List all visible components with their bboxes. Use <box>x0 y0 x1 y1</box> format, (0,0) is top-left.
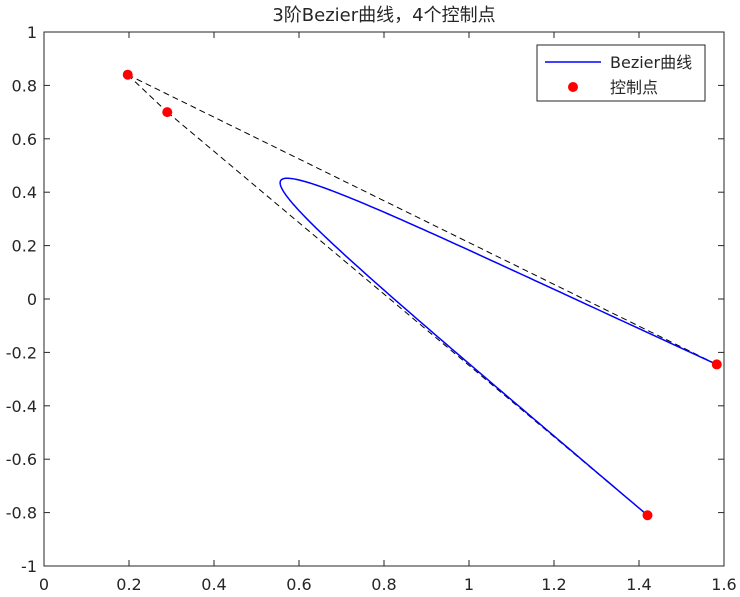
plot-area <box>122 69 722 521</box>
axes-box <box>43 31 725 567</box>
control-point-marker-2 <box>642 510 653 521</box>
x-tick-label-1: 0.2 <box>116 575 141 594</box>
control-point-marker-0 <box>122 69 133 80</box>
x-tick-label-2: 0.4 <box>201 575 226 594</box>
y-tick-label-2: 0.6 <box>12 130 37 149</box>
y-tick-label-9: -0.8 <box>6 504 37 523</box>
control-point-marker-1 <box>162 107 173 118</box>
y-tick-label-6: -0.2 <box>6 343 37 362</box>
y-tick-label-5: 0 <box>27 290 37 309</box>
legend-label-control-points: 控制点 <box>610 78 658 97</box>
x-tick-label-6: 1.2 <box>541 575 566 594</box>
control-polygon-line-0 <box>127 74 717 365</box>
y-tick-label-0: 1 <box>27 23 37 42</box>
y-tick-label-8: -0.6 <box>6 450 37 469</box>
legend-label-bezier: Bezier曲线 <box>610 53 692 72</box>
x-tick-label-4: 0.8 <box>371 575 396 594</box>
y-tick-label-4: 0.2 <box>12 237 37 256</box>
x-tick-label-8: 1.6 <box>711 575 736 594</box>
x-tick-label-5: 1 <box>464 575 474 594</box>
legend-marker-swatch <box>568 82 578 92</box>
control-point-marker-3 <box>711 359 722 370</box>
y-tick-label-3: 0.4 <box>12 183 37 202</box>
legend-box <box>536 44 706 102</box>
y-tick-label-1: 0.8 <box>12 76 37 95</box>
legend: Bezier曲线 控制点 <box>536 44 706 102</box>
axis-ticks: 0 0.2 0.4 0.6 0.8 1 1.2 1.4 1.6 1 0.8 0.6 0.4 0.2 0 -0.… <box>6 23 737 594</box>
control-polygon-line-2 <box>127 74 168 113</box>
y-tick-label-10: -1 <box>21 557 37 576</box>
y-tick-label-7: -0.4 <box>6 397 37 416</box>
bezier-curve-line <box>279 177 718 516</box>
x-tick-label-3: 0.6 <box>286 575 311 594</box>
x-tick-label-7: 1.4 <box>626 575 651 594</box>
x-tick-label-0: 0 <box>39 575 49 594</box>
chart-title: 3阶Bezier曲线，4个控制点 <box>272 5 495 26</box>
